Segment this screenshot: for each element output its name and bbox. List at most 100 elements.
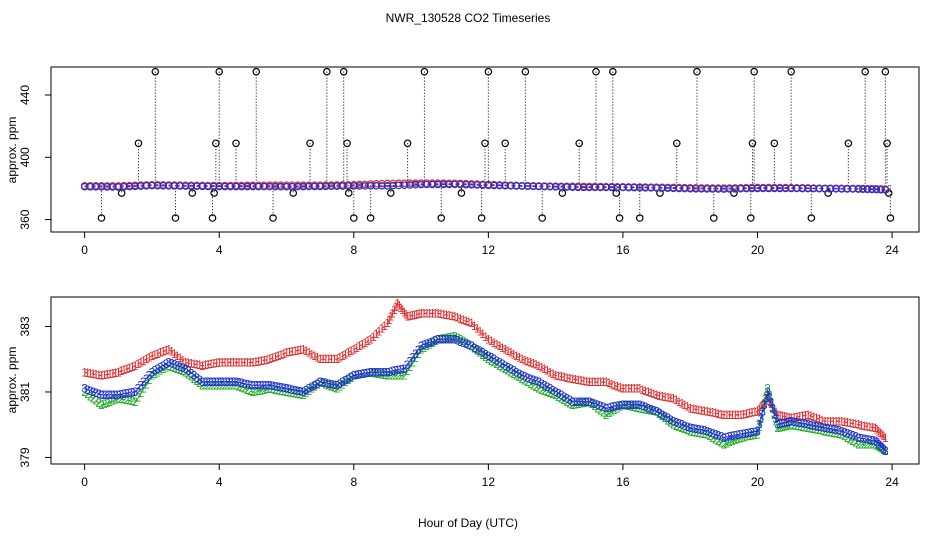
series-3-point: 3 (524, 371, 531, 385)
series-2-point: 2 (874, 438, 881, 452)
series-2-point: 2 (185, 367, 192, 381)
series-3-point: 3 (446, 333, 453, 347)
series-1-point: 1 (121, 363, 128, 377)
series-3-point (484, 181, 493, 190)
bottom-y-tick-label: 381 (18, 382, 32, 402)
series-2-point: 2 (764, 382, 771, 396)
series-3-point: 3 (336, 377, 343, 391)
series-2-point: 2 (701, 427, 708, 441)
series-2-point: 2 (535, 382, 542, 396)
series-2-point: 2 (457, 333, 464, 347)
series-1-line (84, 302, 886, 439)
series-3-point: 3 (740, 427, 747, 441)
series-3-point: 3 (879, 441, 886, 455)
series-3-point: 3 (773, 412, 780, 426)
series-3-point: 3 (328, 377, 335, 391)
series-2-point: 2 (653, 405, 660, 419)
series-2-point: 2 (636, 401, 643, 415)
series-3-point (80, 182, 89, 191)
series-1-point: 1 (244, 355, 251, 369)
series-3-point: 3 (580, 395, 587, 409)
series-1-point: 1 (443, 308, 450, 322)
series-3-point: 3 (342, 374, 349, 388)
series-1-point: 1 (628, 382, 635, 396)
series-1-point: 1 (636, 382, 643, 396)
series-2-point: 2 (611, 403, 618, 417)
series-3-point (125, 182, 134, 191)
bottom-x-tick-label: 8 (350, 475, 357, 489)
series-1-point: 1 (364, 334, 371, 348)
series-3-point: 3 (718, 430, 725, 444)
series-3-point: 3 (331, 378, 338, 392)
series-2-point: 2 (664, 413, 671, 427)
series-1-point: 1 (137, 355, 144, 369)
series-3-point: 3 (219, 375, 226, 389)
series-3-point (854, 185, 863, 193)
series-1-point: 1 (513, 349, 520, 363)
series-3-point: 3 (550, 383, 557, 397)
series-3-point: 3 (283, 382, 290, 396)
series-3-point (872, 185, 881, 194)
series-1-point: 1 (796, 410, 803, 424)
series-3-point: 3 (844, 426, 851, 440)
series-3-point (383, 181, 392, 190)
series-2-point: 2 (308, 382, 315, 396)
series-3-point: 3 (334, 378, 341, 392)
series-2-point: 2 (796, 419, 803, 433)
series-3-point: 3 (841, 425, 848, 439)
top-panel: 0 4 8 12 16 20 24 360 400 440 approx. ppm (5, 66, 920, 257)
series-3-point: 3 (861, 432, 868, 446)
series-1-point: 1 (168, 345, 175, 359)
series-3-point: 3 (95, 387, 102, 401)
series-3-point (742, 184, 751, 193)
series-1-point: 1 (603, 375, 610, 389)
series-3-point (293, 182, 302, 191)
raw-point (97, 214, 106, 222)
series-3-point: 3 (746, 426, 753, 440)
series-3-point (265, 182, 274, 191)
series-3-point (366, 182, 375, 190)
series-2-point: 2 (454, 331, 461, 345)
series-2-point: 2 (252, 384, 259, 398)
series-3-point: 3 (322, 376, 329, 390)
series-2-point: 2 (266, 382, 273, 396)
raw-point (306, 139, 314, 148)
series-3-point: 3 (362, 366, 369, 380)
series-1-point: 1 (210, 357, 217, 371)
series-1-point: 1 (650, 387, 657, 401)
series-3-point (832, 185, 840, 193)
series-1-point: 1 (238, 355, 245, 369)
series-2-point: 2 (275, 383, 282, 397)
series-2-point: 2 (87, 389, 94, 403)
series-2-point: 2 (639, 402, 646, 416)
top-y-tick-label: 440 (18, 85, 32, 105)
series-1-point: 1 (384, 316, 391, 330)
series-3-point: 3 (435, 333, 442, 347)
series-1-point: 1 (550, 367, 557, 381)
series-3-point: 3 (199, 375, 206, 389)
series-2-point: 2 (743, 430, 750, 444)
series-1-point: 1 (516, 351, 523, 365)
series-1-point: 1 (642, 384, 649, 398)
series-1-point: 1 (496, 339, 503, 353)
series-3-point: 3 (398, 363, 405, 377)
series-2-point: 2 (264, 382, 271, 396)
series-1-point: 1 (764, 392, 771, 406)
series-1-point: 1 (303, 344, 310, 358)
series-2-point: 2 (272, 383, 279, 397)
series-2-point: 2 (303, 386, 310, 400)
series-1-point: 1 (320, 352, 327, 366)
series-1-point: 1 (146, 351, 153, 365)
series-2-point: 2 (516, 370, 523, 384)
series-2-point: 2 (791, 418, 798, 432)
series-3-point: 3 (805, 418, 812, 432)
series-1-point: 1 (297, 343, 304, 357)
series-3-point: 3 (123, 387, 130, 401)
series-1-point: 1 (241, 355, 248, 369)
series-3-point: 3 (224, 375, 231, 389)
series-3-point: 3 (140, 375, 147, 389)
series-3-point: 3 (824, 422, 831, 436)
raw-point (339, 67, 348, 76)
raw-point (171, 214, 180, 222)
series-1-point: 1 (763, 394, 770, 408)
